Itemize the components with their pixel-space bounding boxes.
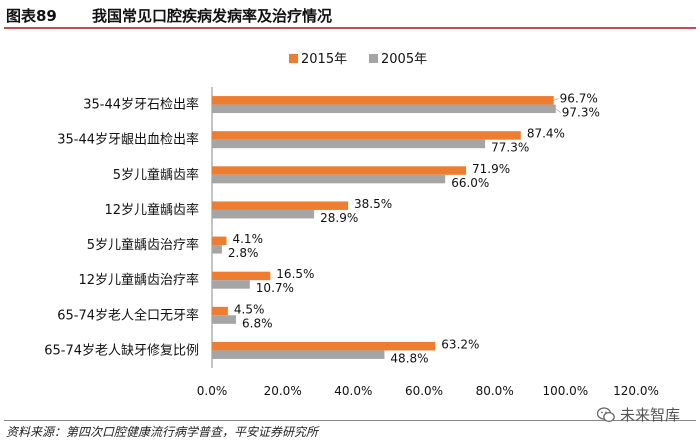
watermark: 未来智库 xyxy=(596,404,680,425)
bar xyxy=(212,236,227,246)
legend-label: 2005年 xyxy=(381,52,427,67)
data-label: 87.4% xyxy=(527,127,565,141)
bar-chart: 2015年 2005年 0.0% 20.0% 40.0% 60.0% 80.0% 100.0%… xyxy=(44,52,659,398)
category-label: 5岁儿童龋齿治疗率 xyxy=(87,237,199,253)
x-tick-label: 40.0% xyxy=(334,384,372,398)
data-label: 38.5% xyxy=(354,197,392,211)
bar xyxy=(212,131,521,140)
bar xyxy=(212,174,446,184)
wechat-icon xyxy=(596,406,615,422)
bar xyxy=(212,341,436,351)
bar xyxy=(212,306,228,316)
data-label: 48.8% xyxy=(390,351,428,365)
bar xyxy=(212,280,250,289)
bar xyxy=(212,201,349,210)
data-label: 6.8% xyxy=(242,316,273,330)
legend-label: 2015年 xyxy=(301,52,347,67)
legend-swatch xyxy=(289,54,298,63)
category-label: 65-74岁老人全口无牙率 xyxy=(57,307,199,323)
footer-rule xyxy=(4,420,696,421)
x-tick-label: 0.0% xyxy=(197,384,228,398)
data-label: 63.2% xyxy=(441,337,479,351)
bar xyxy=(212,245,222,254)
data-label: 71.9% xyxy=(472,162,510,176)
header: 图表89 我国常见口腔疾病发病率及治疗情况 xyxy=(0,0,700,29)
category-label: 5岁儿童龋齿率 xyxy=(113,167,199,183)
label-leader xyxy=(555,108,561,113)
header-rule xyxy=(4,27,696,29)
bar xyxy=(212,315,237,324)
category-label: 65-74岁老人缺牙修复比例 xyxy=(44,343,199,358)
data-label: 97.3% xyxy=(562,106,600,120)
legend-swatch xyxy=(369,54,378,63)
data-label: 4.5% xyxy=(234,302,265,316)
x-tick-label: 60.0% xyxy=(405,384,443,398)
data-label: 77.3% xyxy=(491,141,529,155)
category-label: 12岁儿童龋齿率 xyxy=(104,202,199,218)
category-label: 35-44岁牙石检出率 xyxy=(83,97,199,113)
bar xyxy=(212,209,315,219)
category-label: 35-44岁牙龈出血检出率 xyxy=(57,132,199,148)
figure-number: 图表89 xyxy=(6,7,57,25)
label-leader xyxy=(553,98,559,101)
data-label: 10.7% xyxy=(256,281,294,295)
data-label: 66.0% xyxy=(451,176,489,190)
x-tick-label: 100.0% xyxy=(542,384,588,398)
data-label: 28.9% xyxy=(320,211,358,225)
category-label: 12岁儿童龋齿治疗率 xyxy=(78,272,199,288)
x-tick-label: 120.0% xyxy=(613,384,659,398)
bar xyxy=(212,139,486,149)
data-label: 16.5% xyxy=(276,267,314,281)
chart-title: 我国常见口腔疾病发病率及治疗情况 xyxy=(92,7,333,25)
data-label: 4.1% xyxy=(232,232,263,246)
bar xyxy=(212,96,554,105)
watermark-text: 未来智库 xyxy=(619,406,680,424)
x-tick-label: 80.0% xyxy=(476,384,514,398)
data-label: 2.8% xyxy=(228,246,258,260)
bar xyxy=(212,271,271,281)
bar xyxy=(212,104,556,114)
data-label: 96.7% xyxy=(560,92,598,106)
bar xyxy=(212,350,385,359)
x-tick-label: 20.0% xyxy=(264,384,302,398)
source-note: 资料来源：第四次口腔健康流行病学普查，平安证券研究所 xyxy=(6,425,319,439)
bar xyxy=(212,166,467,175)
